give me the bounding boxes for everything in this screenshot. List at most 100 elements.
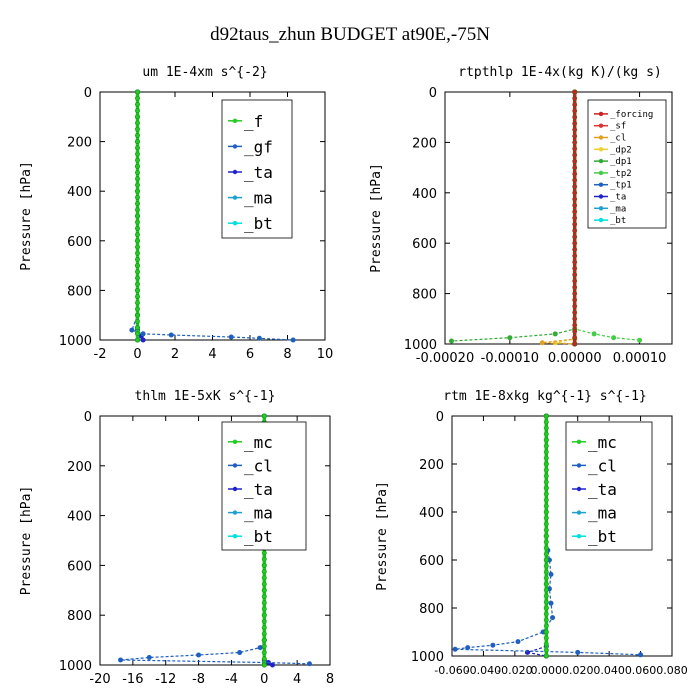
profile-marker <box>572 114 578 120</box>
x-tick-label: 0.000 <box>531 664 563 677</box>
profile-marker <box>543 467 549 473</box>
x-tick-label: 2 <box>171 347 179 362</box>
profile-marker <box>135 275 140 281</box>
profile-marker <box>543 527 549 533</box>
y-tick-label: 200 <box>412 136 437 151</box>
profile-marker <box>135 244 140 250</box>
profile-marker <box>543 551 549 557</box>
profile-marker <box>135 157 140 163</box>
profile-marker <box>572 209 578 215</box>
x-tick-label: 0.00010 <box>613 351 667 366</box>
profile-marker <box>543 461 549 467</box>
profile-marker <box>261 562 267 568</box>
profile-marker <box>261 656 267 662</box>
profile-marker <box>543 521 549 527</box>
data-point-dp1 <box>448 338 454 344</box>
series-line-dp1 <box>451 92 576 342</box>
profile-marker <box>135 269 140 275</box>
x-tick-label: -16 <box>122 672 143 687</box>
profile-marker <box>572 291 578 297</box>
profile-marker <box>572 146 578 152</box>
plot-frame <box>99 415 331 666</box>
profile-marker <box>543 515 549 521</box>
profile-marker <box>572 328 578 334</box>
profile-marker <box>261 643 267 649</box>
x-tick-label: 4 <box>208 347 216 362</box>
y-tick-label: 200 <box>67 136 92 151</box>
x-tick-label: 0.040 <box>593 664 625 677</box>
profile-marker <box>261 650 267 655</box>
profile-marker <box>135 256 140 262</box>
profile-marker <box>543 533 549 539</box>
legend-label: _tp1 <box>610 181 632 191</box>
y-axis-label: Pressure [hPa] <box>19 486 34 596</box>
profile-marker <box>543 611 549 617</box>
profile-marker <box>135 312 140 318</box>
x-tick-label: 10 <box>317 347 334 362</box>
profile-marker <box>135 306 140 312</box>
profile-marker <box>135 194 140 200</box>
data-point-gf <box>228 334 234 340</box>
panel-title: rtpthlp 1E-4x(kg K)/(kg s) <box>458 65 662 80</box>
y-tick-label: 0 <box>429 86 437 101</box>
legend-marker <box>598 135 604 140</box>
y-tick-label: 400 <box>67 510 92 525</box>
profile-marker <box>135 219 140 225</box>
y-tick-label: 600 <box>412 237 437 252</box>
profile-marker <box>572 221 578 227</box>
y-tick-label: 1000 <box>411 650 444 665</box>
profile-marker <box>572 335 578 341</box>
profile-marker <box>135 89 140 95</box>
profile-marker <box>135 281 140 287</box>
profile-marker <box>543 557 549 563</box>
data-point-cl <box>118 657 124 663</box>
profile-marker <box>572 284 578 290</box>
y-tick-label: 0 <box>84 86 92 101</box>
profile-marker <box>572 127 578 133</box>
profile-marker <box>543 617 549 623</box>
data-point-cl <box>452 646 458 652</box>
legend-marker <box>576 486 582 492</box>
plot-frame <box>451 415 673 657</box>
legend-label: _ma <box>244 189 273 208</box>
profile-marker <box>135 331 140 337</box>
profile-marker <box>135 207 140 213</box>
x-tick-label: -8 <box>192 672 205 687</box>
profile-marker <box>572 341 578 347</box>
profile-marker <box>543 635 549 641</box>
legend-box <box>221 99 293 239</box>
profile-marker <box>135 176 140 182</box>
profile-marker <box>572 278 578 284</box>
data-point-cl <box>257 645 263 651</box>
profile-marker <box>572 272 578 278</box>
profile-marker <box>543 431 549 437</box>
panel-um: um 1E-4xm s^{-2} Pressure [hPa] 0 200 400 600… <box>19 65 333 362</box>
y-tick-label: 0 <box>84 410 92 425</box>
profile-marker <box>543 485 549 491</box>
profile-marker <box>543 455 549 461</box>
legend-label: _bt <box>588 527 617 546</box>
profile-marker <box>572 259 578 265</box>
legend-marker <box>598 111 604 117</box>
data-point-cl <box>575 649 581 655</box>
x-tick-label: -4 <box>225 672 238 687</box>
profile-marker <box>572 177 578 183</box>
x-tick-label: 6 <box>246 347 254 362</box>
profile-marker <box>261 600 267 606</box>
profile-marker <box>572 102 578 108</box>
y-tick-label: 200 <box>67 460 92 475</box>
profile-marker <box>261 618 267 624</box>
y-tick-label: 1000 <box>59 659 92 674</box>
x-tick-label: -2 <box>94 347 107 362</box>
y-axis-label: Pressure [hPa] <box>369 163 384 273</box>
data-point-gf <box>168 332 174 338</box>
legend-label: _ta <box>610 193 626 203</box>
profile-marker <box>572 165 578 171</box>
profile-marker <box>572 247 578 252</box>
profile-marker <box>261 625 267 631</box>
legend-label: _mc <box>588 433 617 452</box>
profile-marker <box>135 114 140 120</box>
data-point-gf <box>256 335 262 341</box>
profile-marker <box>261 606 267 612</box>
